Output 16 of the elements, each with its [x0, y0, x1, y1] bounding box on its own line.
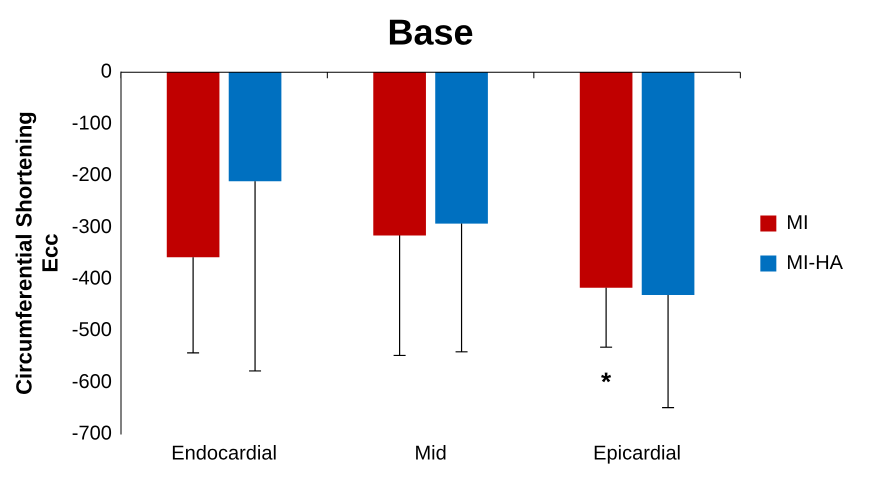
chart-title: Base	[387, 12, 474, 53]
y-tick-label: -100	[72, 112, 112, 134]
x-tick-label: Epicardial	[593, 442, 681, 465]
y-tick-label: -500	[72, 319, 112, 342]
y-axis-title: Circumferential Shortening Ecc	[11, 111, 63, 395]
y-tick-label: -700	[72, 422, 112, 445]
y-tick-label: -200	[72, 164, 112, 186]
y-tick-label: -600	[72, 370, 112, 393]
x-tick-label: Mid	[414, 442, 447, 465]
legend-label: MI-HA	[786, 252, 844, 274]
legend-label: MI	[786, 212, 809, 234]
y-tick-label: -400	[72, 267, 112, 290]
x-tick-label: Endocardial	[171, 442, 277, 465]
y-tick-label: -300	[72, 216, 112, 238]
y-tick-label: 0	[100, 60, 112, 83]
annotation: *	[601, 366, 612, 397]
